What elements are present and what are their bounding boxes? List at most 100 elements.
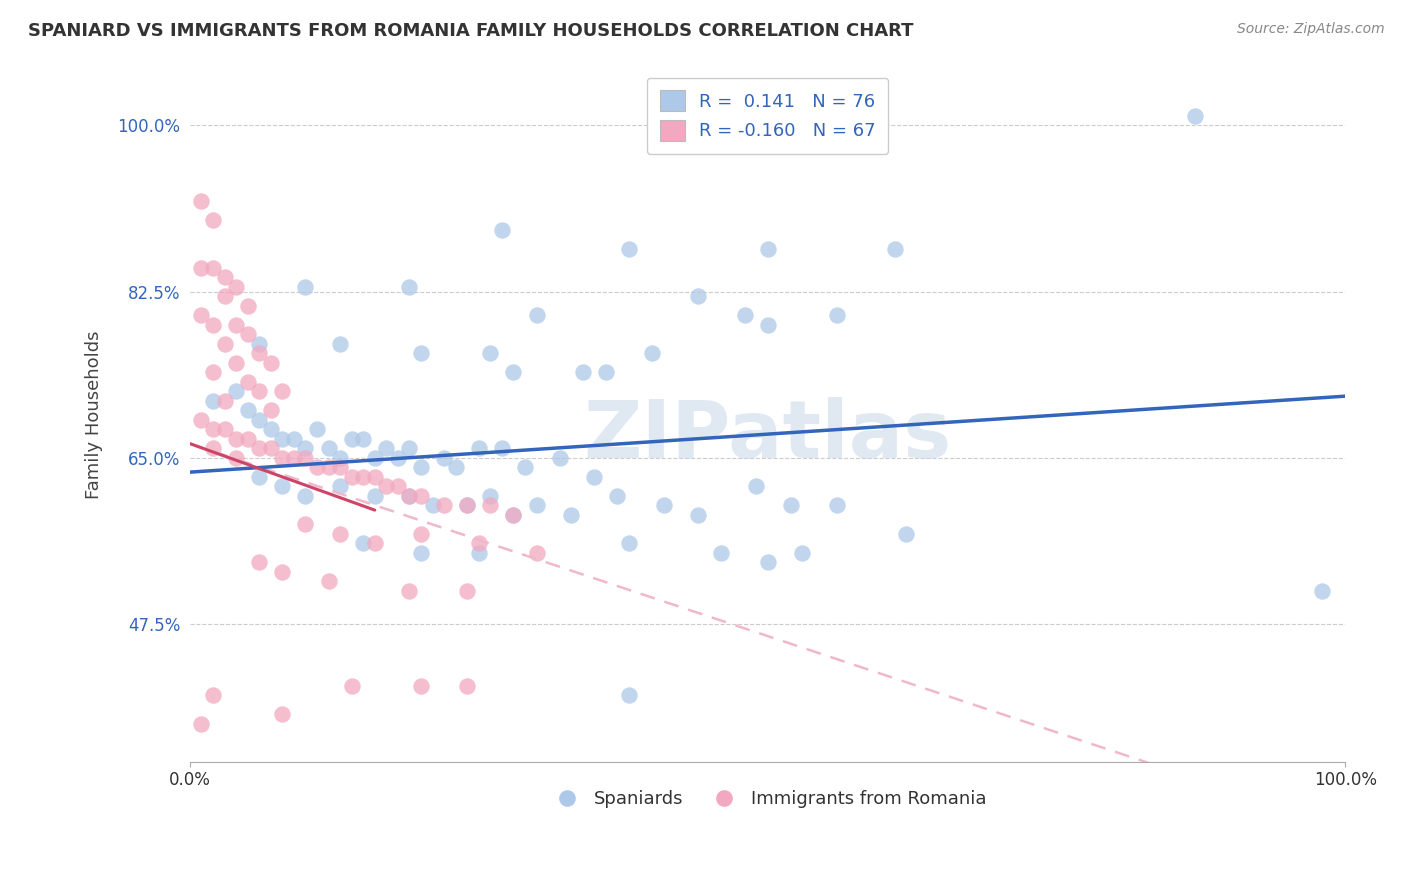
Point: [202, 422, 225, 436]
Point: [617, 536, 640, 550]
Point: [283, 432, 305, 446]
Point: [236, 327, 259, 342]
Point: [340, 679, 363, 693]
Point: [688, 289, 710, 303]
Point: [583, 470, 606, 484]
Point: [745, 479, 768, 493]
Point: [387, 450, 409, 465]
Point: [190, 413, 212, 427]
Point: [202, 213, 225, 227]
Point: [502, 508, 524, 522]
Point: [247, 346, 270, 360]
Point: [318, 460, 340, 475]
Point: [329, 526, 352, 541]
Text: Source: ZipAtlas.com: Source: ZipAtlas.com: [1237, 22, 1385, 37]
Point: [779, 499, 801, 513]
Point: [202, 688, 225, 702]
Point: [214, 337, 236, 351]
Point: [236, 375, 259, 389]
Point: [456, 499, 478, 513]
Point: [364, 470, 387, 484]
Point: [294, 280, 316, 294]
Point: [329, 450, 352, 465]
Point: [214, 289, 236, 303]
Point: [896, 526, 918, 541]
Point: [225, 280, 247, 294]
Point: [202, 393, 225, 408]
Point: [364, 489, 387, 503]
Point: [548, 450, 571, 465]
Point: [225, 356, 247, 370]
Point: [340, 470, 363, 484]
Point: [1310, 583, 1333, 598]
Point: [409, 546, 432, 560]
Point: [271, 565, 294, 579]
Point: [271, 432, 294, 446]
Point: [479, 346, 502, 360]
Point: [409, 489, 432, 503]
Point: [479, 499, 502, 513]
Point: [560, 508, 582, 522]
Point: [283, 450, 305, 465]
Point: [294, 450, 316, 465]
Point: [734, 309, 756, 323]
Point: [260, 356, 283, 370]
Point: [526, 499, 548, 513]
Point: [190, 260, 212, 275]
Point: [271, 450, 294, 465]
Point: [595, 366, 617, 380]
Point: [340, 432, 363, 446]
Point: [479, 489, 502, 503]
Point: [756, 242, 779, 256]
Point: [883, 242, 905, 256]
Point: [422, 499, 444, 513]
Point: [329, 460, 352, 475]
Point: [294, 442, 316, 456]
Point: [214, 270, 236, 285]
Point: [387, 479, 409, 493]
Point: [260, 422, 283, 436]
Point: [225, 384, 247, 399]
Point: [606, 489, 628, 503]
Point: [294, 517, 316, 532]
Point: [398, 489, 420, 503]
Point: [375, 479, 398, 493]
Point: [572, 366, 595, 380]
Point: [236, 403, 259, 417]
Point: [247, 555, 270, 569]
Point: [792, 546, 814, 560]
Point: [247, 413, 270, 427]
Point: [502, 366, 524, 380]
Point: [652, 499, 675, 513]
Point: [409, 679, 432, 693]
Point: [260, 403, 283, 417]
Point: [294, 489, 316, 503]
Point: [375, 442, 398, 456]
Point: [617, 688, 640, 702]
Point: [456, 583, 478, 598]
Point: [641, 346, 664, 360]
Point: [364, 450, 387, 465]
Point: [433, 499, 456, 513]
Point: [225, 450, 247, 465]
Point: [202, 366, 225, 380]
Point: [190, 716, 212, 731]
Text: SPANIARD VS IMMIGRANTS FROM ROMANIA FAMILY HOUSEHOLDS CORRELATION CHART: SPANIARD VS IMMIGRANTS FROM ROMANIA FAMI…: [28, 22, 914, 40]
Point: [710, 546, 733, 560]
Point: [398, 442, 420, 456]
Point: [688, 508, 710, 522]
Point: [271, 479, 294, 493]
Point: [491, 442, 513, 456]
Point: [305, 460, 328, 475]
Point: [409, 460, 432, 475]
Point: [318, 442, 340, 456]
Point: [825, 499, 848, 513]
Point: [468, 536, 491, 550]
Point: [190, 194, 212, 209]
Point: [444, 460, 467, 475]
Point: [825, 309, 848, 323]
Point: [456, 499, 478, 513]
Y-axis label: Family Households: Family Households: [86, 331, 103, 500]
Point: [236, 432, 259, 446]
Point: [502, 508, 524, 522]
